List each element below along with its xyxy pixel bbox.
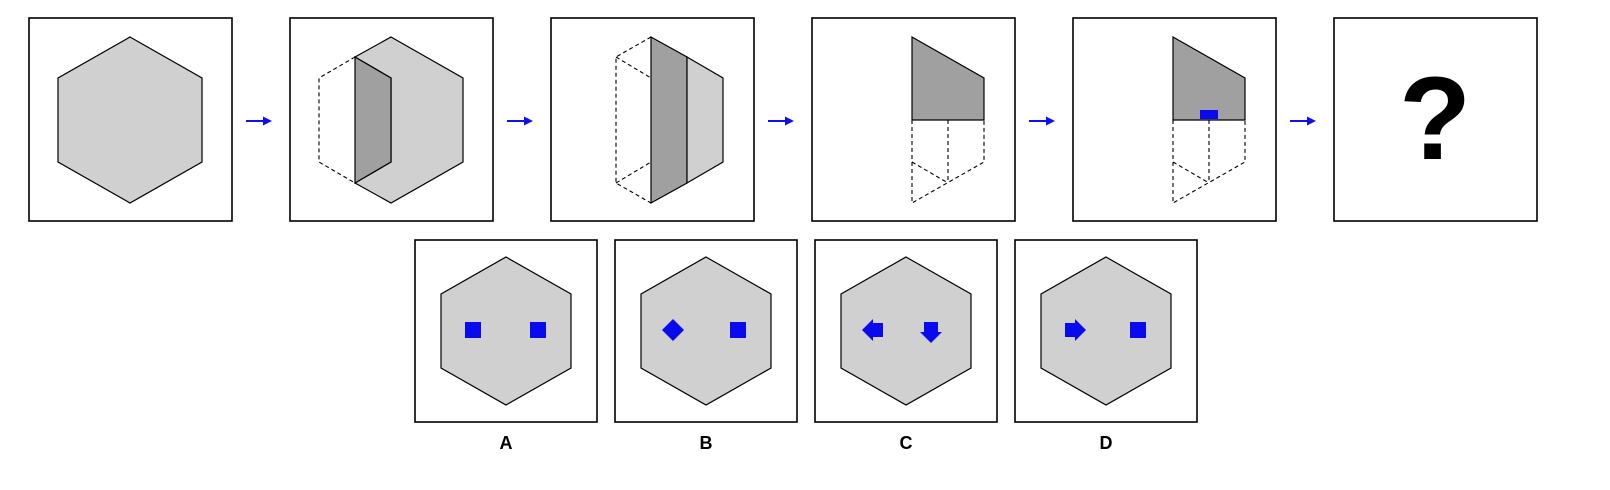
square-mark xyxy=(1130,322,1146,338)
square-mark xyxy=(530,322,546,338)
square-mark xyxy=(730,322,746,338)
sequence-panel-5 xyxy=(1072,17,1277,222)
folded-top-part xyxy=(1172,35,1246,121)
sequence-panel-3 xyxy=(550,17,755,222)
option-label-d: D xyxy=(1100,433,1113,453)
hexagon-shape xyxy=(640,256,772,406)
sequence-arrow-3 xyxy=(768,116,794,126)
sequence-arrow-4 xyxy=(1029,116,1055,126)
option-d[interactable] xyxy=(1014,239,1198,423)
folded-flap xyxy=(354,55,392,185)
arrow-right-mark xyxy=(1065,319,1086,341)
punch-hole-mark xyxy=(1200,110,1218,119)
option-label-c: C xyxy=(900,433,913,453)
folded-layer-dark xyxy=(650,35,688,205)
hexagon-shape xyxy=(440,256,572,406)
arrow-left-mark xyxy=(862,319,883,341)
question-mark: ? xyxy=(1399,53,1471,185)
sequence-arrow-2 xyxy=(507,116,533,126)
option-label-a: A xyxy=(500,433,513,453)
folded-top-part xyxy=(911,35,985,121)
sequence-panel-1 xyxy=(28,17,233,222)
diamond-mark xyxy=(662,319,684,341)
hexagon-shape xyxy=(1040,256,1172,406)
panel-frame xyxy=(1333,17,1538,222)
sequence-panel-4 xyxy=(811,17,1016,222)
sequence-panel-6: ? xyxy=(1333,17,1538,222)
option-b[interactable] xyxy=(614,239,798,423)
hexagon-shape xyxy=(840,256,972,406)
option-a[interactable] xyxy=(414,239,598,423)
sequence-panel-2 xyxy=(289,17,494,222)
sequence-arrow-5 xyxy=(1290,116,1316,126)
hexagon-shape xyxy=(57,36,203,204)
folded-layer-light xyxy=(686,55,724,185)
square-mark xyxy=(465,322,481,338)
option-c[interactable] xyxy=(814,239,998,423)
sequence-arrow-1 xyxy=(246,116,272,126)
arrow-down-mark xyxy=(920,322,942,343)
option-label-b: B xyxy=(700,433,713,453)
